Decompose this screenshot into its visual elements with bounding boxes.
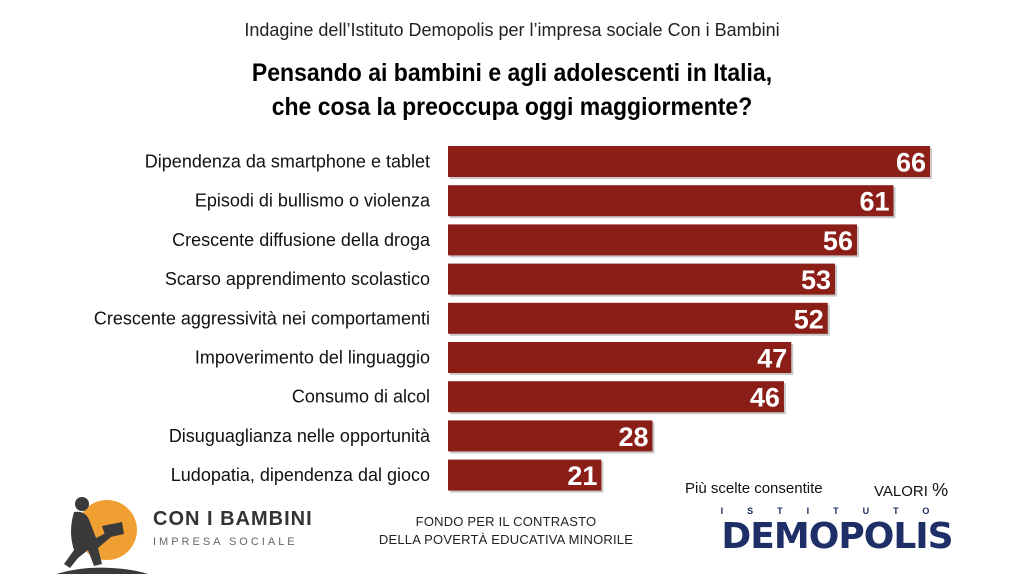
value-label: 56 — [823, 226, 853, 256]
category-label: Crescente aggressività nei comportamenti — [94, 308, 430, 328]
con-i-bambini-logo: CON I BAMBINI IMPRESA SOCIALE — [52, 492, 312, 576]
value-label: 61 — [859, 187, 889, 217]
bar — [448, 302, 828, 334]
multiple-choice-note: Più scelte consentite — [685, 480, 823, 497]
bar — [448, 420, 653, 452]
category-label: Episodi di bullismo o violenza — [195, 191, 431, 211]
bar — [448, 146, 930, 177]
fondo-caption: FONDO PER IL CONTRASTO DELLA POVERTÀ EDU… — [356, 513, 656, 549]
bar — [448, 224, 857, 256]
category-label: Ludopatia, dipendenza dal gioco — [171, 465, 430, 485]
category-label: Dipendenza da smartphone e tablet — [145, 152, 430, 172]
value-label: 52 — [794, 304, 824, 334]
bar — [448, 185, 894, 217]
category-label: Scarso apprendimento scolastico — [165, 269, 430, 289]
chart-title-line-2: che cosa la preoccupa oggi maggiormente? — [271, 93, 753, 121]
value-label: 53 — [801, 265, 831, 295]
chart-title: Pensando ai bambini e agli adolescenti i… — [41, 56, 983, 124]
value-label: 46 — [750, 383, 780, 413]
child-reading-icon — [56, 497, 148, 574]
value-label: 28 — [618, 422, 648, 452]
bar — [448, 459, 602, 491]
value-label: 47 — [757, 344, 787, 374]
fondo-line-2: DELLA POVERTÀ EDUCATIVA MINORILE — [378, 532, 634, 547]
values-label: VALORI — [874, 483, 928, 500]
bar — [448, 263, 836, 295]
value-label: 21 — [567, 461, 597, 491]
chart-title-line-1: Pensando ai bambini e agli adolescenti i… — [251, 59, 773, 87]
values-unit: % — [932, 480, 949, 500]
fondo-line-1: FONDO PER IL CONTRASTO — [415, 514, 597, 529]
chart-subtitle: Indagine dell’Istituto Demopolis per l’i… — [244, 20, 780, 40]
value-label: 66 — [896, 148, 926, 178]
values-unit-note: VALORI % — [874, 480, 948, 501]
bar — [448, 342, 792, 373]
bar — [448, 381, 784, 413]
category-label: Consumo di alcol — [292, 387, 430, 407]
demopolis-logo: ISTITUTO DEMOPOLIS — [706, 506, 968, 557]
con-i-bambini-subtitle: IMPRESA SOCIALE — [153, 536, 298, 548]
demopolis-wordmark: DEMOPOLIS — [721, 516, 953, 557]
con-i-bambini-name: CON I BAMBINI — [153, 508, 313, 530]
demopolis-istituto: ISTITUTO — [720, 506, 954, 516]
category-label: Impoverimento del linguaggio — [195, 348, 430, 368]
category-label: Crescente diffusione della droga — [172, 230, 431, 250]
category-label: Disuguaglianza nelle opportunità — [169, 426, 431, 446]
